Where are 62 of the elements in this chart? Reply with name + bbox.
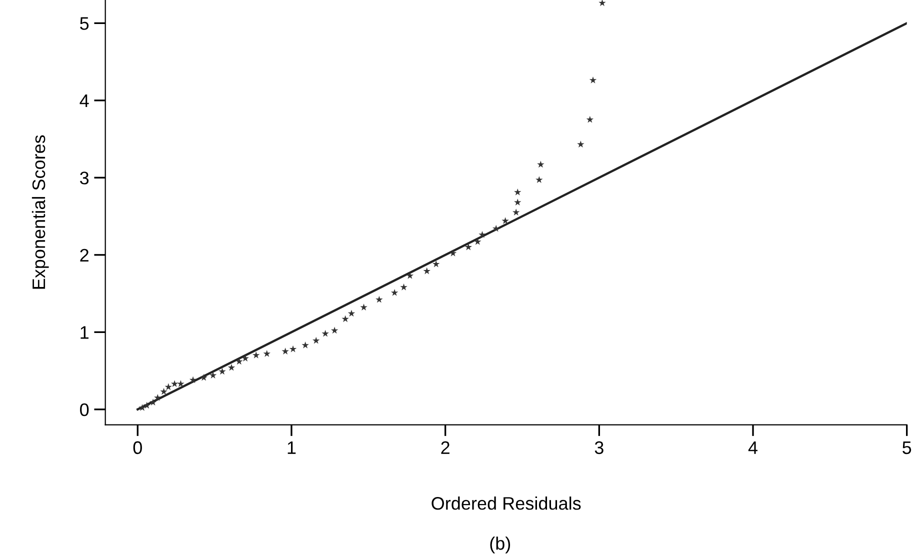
text: (b): [490, 536, 510, 554]
point: [160, 388, 168, 395]
y-tick-label: 0: [80, 403, 89, 416]
point: [512, 208, 520, 216]
y-axis-title: Exponential Scores: [32, 135, 49, 289]
point: [478, 231, 486, 238]
point: [577, 140, 584, 148]
point: [312, 336, 320, 344]
point: [589, 76, 597, 84]
point: [236, 358, 243, 365]
x-tick-label: 3: [594, 441, 604, 454]
point: [177, 380, 184, 387]
point: [189, 376, 197, 384]
point: [348, 310, 356, 317]
point: [376, 296, 383, 303]
point: [514, 198, 522, 206]
point: [154, 394, 162, 401]
point: [464, 243, 472, 250]
point: [209, 372, 217, 378]
point: [228, 364, 236, 371]
point: [200, 374, 208, 381]
point: [289, 345, 297, 352]
point: [474, 238, 482, 245]
point: [170, 380, 178, 387]
point: [263, 350, 270, 357]
point: [143, 402, 150, 409]
x-tick-label: 4: [748, 441, 758, 454]
point: [138, 404, 146, 411]
point: [360, 304, 368, 311]
point: [242, 354, 249, 362]
point: [330, 326, 338, 334]
point: [598, 0, 606, 6]
y-tick-label: 5: [80, 17, 89, 30]
point: [342, 315, 349, 322]
x-tick-label: 5: [902, 441, 912, 454]
point: [322, 330, 329, 337]
point: [252, 352, 260, 358]
point: [400, 284, 408, 290]
point: [390, 288, 398, 296]
point: [536, 176, 543, 184]
x-tick-label: 0: [133, 441, 142, 454]
y-tick-label: 1: [80, 326, 88, 339]
point: [537, 160, 544, 168]
point: [514, 188, 522, 196]
point: [164, 383, 172, 390]
point: [586, 116, 594, 123]
point: [218, 368, 226, 375]
y-tick-label: 3: [80, 172, 89, 184]
point: [492, 224, 500, 232]
point: [282, 348, 289, 355]
x-tick-label: 1: [288, 441, 296, 454]
x-axis-title: Ordered Residuals: [432, 496, 581, 510]
point: [423, 267, 430, 274]
x-tick-label: 2: [441, 441, 450, 454]
point: [406, 272, 414, 279]
point: [502, 217, 509, 224]
point: [432, 260, 440, 268]
point: [149, 398, 157, 406]
point: [302, 341, 309, 348]
y-tick-label: 2: [80, 248, 88, 262]
y-tick-label: 4: [80, 94, 89, 107]
point: [449, 250, 457, 256]
